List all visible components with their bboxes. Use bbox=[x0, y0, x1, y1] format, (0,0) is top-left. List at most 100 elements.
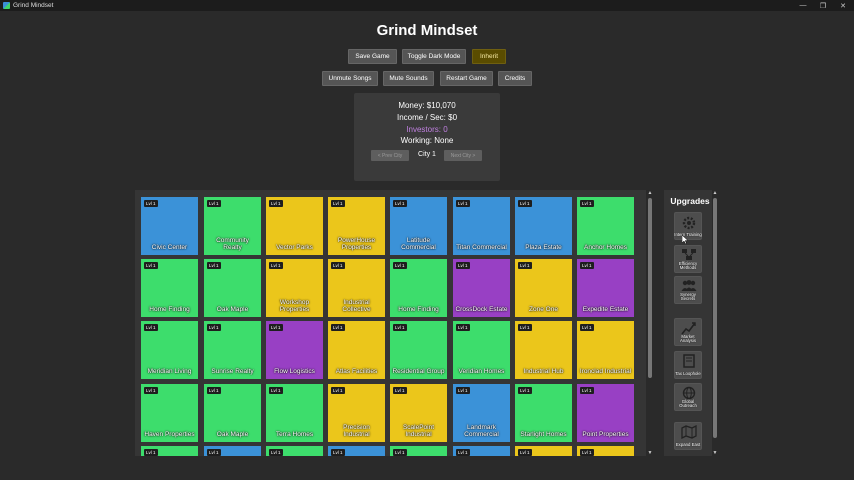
business-tile[interactable]: Lvl 1 bbox=[453, 446, 510, 456]
scroll-up-arrow-icon[interactable]: ▲ bbox=[647, 190, 653, 196]
business-tile[interactable]: Lvl 1 Expedite Estate bbox=[577, 259, 634, 317]
business-name: Ironclad Industrial bbox=[579, 368, 632, 375]
business-tile[interactable]: Lvl 1 Community Realty bbox=[204, 197, 261, 255]
level-badge: Lvl 1 bbox=[518, 200, 532, 207]
business-tile[interactable]: Lvl 1 Civic Center bbox=[141, 197, 198, 255]
business-name: Vector Parks bbox=[276, 244, 313, 251]
level-badge: Lvl 1 bbox=[580, 387, 594, 394]
upgrade-global-outreach[interactable]: Global Outreach bbox=[674, 383, 702, 411]
business-tile[interactable]: Lvl 1 Oak Maple bbox=[204, 259, 261, 317]
toggle-dark-mode-button[interactable]: Toggle Dark Mode bbox=[402, 49, 466, 64]
business-tile[interactable]: Lvl 1 Industrial Hub bbox=[515, 321, 572, 379]
scroll-down-arrow-icon[interactable]: ▼ bbox=[712, 450, 718, 456]
document-icon bbox=[683, 354, 695, 368]
level-badge: Lvl 1 bbox=[393, 324, 407, 331]
business-tile[interactable]: Lvl 1 Precision Industrial bbox=[328, 384, 385, 442]
upgrade-tax-loophole[interactable]: Tax Loophole bbox=[674, 351, 702, 379]
business-tile[interactable]: Lvl 1 Workshop Properties bbox=[266, 259, 323, 317]
business-tile[interactable]: Lvl 1 CrossDock Estate bbox=[453, 259, 510, 317]
business-tile[interactable]: Lvl 1 Zone One bbox=[515, 259, 572, 317]
upgrade-label: Tax Loophole bbox=[675, 371, 701, 377]
maximize-button[interactable]: ❐ bbox=[819, 2, 827, 10]
business-name: Starlight Homes bbox=[520, 431, 567, 438]
upgrades-scroll-thumb[interactable] bbox=[713, 198, 717, 438]
level-badge: Lvl 1 bbox=[144, 449, 158, 456]
save-game-button[interactable]: Save Game bbox=[348, 49, 397, 64]
business-tile[interactable]: Lvl 1 bbox=[141, 446, 198, 456]
people-icon bbox=[681, 280, 697, 291]
upgrade-label: Intern Training bbox=[674, 232, 702, 238]
credits-button[interactable]: Credits bbox=[498, 71, 532, 86]
business-tile[interactable]: Lvl 1 bbox=[266, 446, 323, 456]
business-tile[interactable]: Lvl 1 Haven Properties bbox=[141, 384, 198, 442]
mute-sounds-button[interactable]: Mute Sounds bbox=[383, 71, 434, 86]
business-tile[interactable]: Lvl 1 bbox=[204, 446, 261, 456]
unmute-songs-button[interactable]: Unmute Songs bbox=[322, 71, 378, 86]
business-name: ScalePoint Industrial bbox=[402, 424, 435, 438]
business-name: Plaza Estate bbox=[525, 244, 562, 251]
business-tile[interactable]: Lvl 1 Latitude Commercial bbox=[390, 197, 447, 255]
upgrades-scrollbar[interactable]: ▲ ▼ bbox=[712, 190, 718, 456]
business-tile[interactable]: Lvl 1 Meridian Living bbox=[141, 321, 198, 379]
business-tile[interactable]: Lvl 1 Vector Parks bbox=[266, 197, 323, 255]
window-title: Grind Mindset bbox=[13, 2, 54, 9]
level-badge: Lvl 1 bbox=[331, 200, 345, 207]
level-badge: Lvl 1 bbox=[331, 387, 345, 394]
level-badge: Lvl 1 bbox=[393, 200, 407, 207]
business-tile[interactable]: Lvl 1 Sunrise Realty bbox=[204, 321, 261, 379]
grid-scroll-thumb[interactable] bbox=[648, 198, 652, 378]
business-tile[interactable]: Lvl 1 Titan Commercial bbox=[453, 197, 510, 255]
level-badge: Lvl 1 bbox=[580, 449, 594, 456]
business-tile[interactable]: Lvl 1 Home Finding bbox=[141, 259, 198, 317]
flow-icon bbox=[682, 249, 696, 260]
level-badge: Lvl 1 bbox=[518, 387, 532, 394]
business-tile[interactable]: Lvl 1 ScalePoint Industrial bbox=[390, 384, 447, 442]
business-tile[interactable]: Lvl 1 Plaza Estate bbox=[515, 197, 572, 255]
upgrade-efficiency-methods[interactable]: Efficiency Methods bbox=[674, 245, 702, 273]
business-tile[interactable]: Lvl 1 Flow Logistics bbox=[266, 321, 323, 379]
business-tile[interactable]: Lvl 1 Home Finding bbox=[390, 259, 447, 317]
grid-scrollbar[interactable]: ▲ ▼ bbox=[647, 190, 653, 456]
business-tile[interactable]: Lvl 1 Atlas Facilities bbox=[328, 321, 385, 379]
business-tile[interactable]: Lvl 1 Point Properties bbox=[577, 384, 634, 442]
money-stat: Money: $10,070 bbox=[398, 101, 456, 110]
business-tile[interactable]: Lvl 1 Terra Homes bbox=[266, 384, 323, 442]
business-tile[interactable]: Lvl 1 Anchor Homes bbox=[577, 197, 634, 255]
restart-game-button[interactable]: Restart Game bbox=[440, 71, 493, 86]
business-name: Haven Properties bbox=[144, 431, 195, 438]
upgrade-expand-east[interactable]: Expand East bbox=[674, 422, 702, 450]
upgrade-label: Synergy Secrets bbox=[680, 291, 696, 302]
business-tile[interactable]: Lvl 1 PowerHouse Properties bbox=[328, 197, 385, 255]
business-tile[interactable]: Lvl 1 bbox=[515, 446, 572, 456]
business-tile[interactable]: Lvl 1 Residential Group bbox=[390, 321, 447, 379]
map-icon bbox=[681, 425, 697, 439]
level-badge: Lvl 1 bbox=[207, 200, 221, 207]
working-stat: Working: None bbox=[400, 136, 454, 145]
business-tile[interactable]: Lvl 1 bbox=[577, 446, 634, 456]
scroll-down-arrow-icon[interactable]: ▼ bbox=[647, 450, 653, 456]
business-name: Veridian Homes bbox=[458, 368, 505, 375]
next-city-button[interactable]: Next City > bbox=[444, 150, 482, 161]
level-badge: Lvl 1 bbox=[331, 449, 345, 456]
business-name: Civic Center bbox=[151, 244, 188, 251]
business-tile[interactable]: Lvl 1 bbox=[328, 446, 385, 456]
upgrade-market-analysis[interactable]: Market Analysis bbox=[674, 318, 702, 346]
business-tile[interactable]: Lvl 1 Ironclad Industrial bbox=[577, 321, 634, 379]
level-badge: Lvl 1 bbox=[456, 387, 470, 394]
business-tile[interactable]: Lvl 1 bbox=[390, 446, 447, 456]
upgrade-synergy-secrets[interactable]: Synergy Secrets bbox=[674, 276, 702, 304]
business-tile[interactable]: Lvl 1 Industrial Collective bbox=[328, 259, 385, 317]
prev-city-button[interactable]: < Prev City bbox=[371, 150, 409, 161]
business-tile[interactable]: Lvl 1 Landmark Commercial bbox=[453, 384, 510, 442]
business-tile[interactable]: Lvl 1 Veridian Homes bbox=[453, 321, 510, 379]
business-tile[interactable]: Lvl 1 Starlight Homes bbox=[515, 384, 572, 442]
close-button[interactable]: ✕ bbox=[840, 2, 846, 10]
business-tile[interactable]: Lvl 1 Oak Maple bbox=[204, 384, 261, 442]
stats-panel: Money: $10,070 Income / Sec: $0 Investor… bbox=[354, 93, 500, 181]
minimize-button[interactable]: — bbox=[799, 2, 807, 9]
business-name: Sunrise Realty bbox=[211, 368, 254, 375]
upgrade-intern-training[interactable]: Intern Training bbox=[674, 212, 702, 240]
inherit-button[interactable]: Inherit bbox=[472, 49, 506, 64]
scroll-up-arrow-icon[interactable]: ▲ bbox=[712, 190, 718, 196]
business-name: PowerHouse Properties bbox=[337, 237, 376, 251]
